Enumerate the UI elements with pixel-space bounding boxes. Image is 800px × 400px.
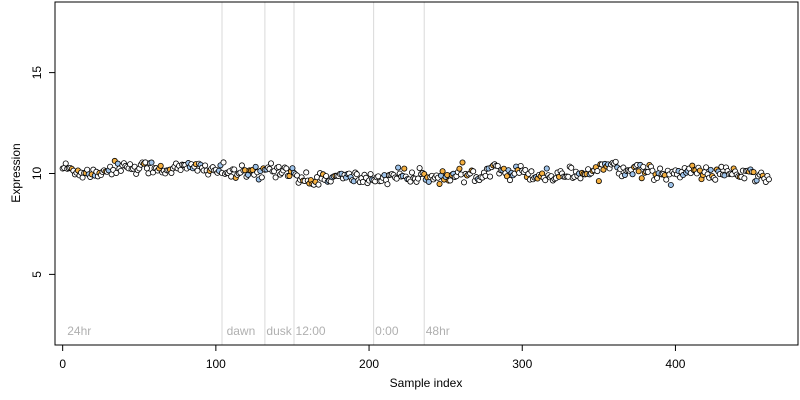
data-point [62, 160, 69, 167]
data-point [703, 164, 710, 171]
data-point [416, 165, 423, 172]
data-point [323, 173, 330, 180]
data-point [303, 169, 310, 176]
data-point [395, 164, 402, 171]
data-point [408, 169, 415, 176]
data-point [415, 175, 422, 182]
data-point [654, 175, 661, 182]
data-point [667, 181, 674, 188]
data-point [635, 168, 642, 175]
data-point [252, 163, 259, 170]
data-point [461, 179, 468, 186]
x-axis-title: Sample index [390, 376, 463, 390]
data-point [506, 177, 513, 184]
data-point [275, 163, 282, 170]
data-point [741, 175, 748, 182]
data-points [59, 157, 772, 188]
data-point [258, 174, 265, 181]
annotation-label: 24hr [67, 324, 91, 338]
data-point [595, 178, 602, 185]
data-point [568, 164, 575, 171]
data-point [143, 165, 150, 172]
data-point [649, 167, 656, 174]
data-point [577, 175, 584, 182]
y-axis-title: Expression [9, 143, 23, 202]
annotation-label: dawn [227, 324, 256, 338]
data-point [315, 181, 322, 188]
data-point [612, 158, 619, 165]
data-point [447, 177, 454, 184]
data-point [494, 162, 501, 169]
annotation-label: dusk [266, 324, 292, 338]
data-point [487, 173, 494, 180]
data-point [283, 165, 290, 172]
annotation-label: 48hr [426, 324, 450, 338]
data-point [220, 159, 227, 166]
annotations: 24hr dawn dusk 12:00 0:00 48hr [67, 324, 450, 338]
x-tick-label: 400 [665, 357, 685, 371]
data-point [456, 165, 463, 172]
x-axis: 0 100 200 300 400 [59, 345, 686, 371]
data-point [543, 165, 550, 172]
data-point [657, 165, 664, 172]
data-point [148, 159, 155, 166]
annotation-label: 12:00 [296, 324, 326, 338]
x-tick-label: 100 [206, 357, 226, 371]
data-point [238, 162, 245, 169]
data-point [231, 166, 238, 173]
annotation-label: 0:00 [375, 324, 399, 338]
data-point [401, 165, 408, 172]
data-point [542, 177, 549, 184]
data-point [470, 168, 477, 175]
data-point [640, 163, 647, 170]
data-point [194, 167, 201, 174]
data-point [117, 167, 124, 174]
data-point [629, 171, 636, 178]
data-point [177, 167, 184, 174]
data-point [765, 176, 772, 183]
data-point [272, 174, 279, 181]
data-point [663, 176, 670, 183]
data-point [367, 171, 374, 178]
data-point [157, 162, 164, 169]
x-tick-label: 300 [512, 357, 532, 371]
data-point [503, 173, 510, 180]
data-point [712, 176, 719, 183]
data-point [638, 175, 645, 182]
y-axis: 5 10 15 [30, 66, 55, 278]
data-point [436, 180, 443, 187]
data-point [268, 160, 275, 167]
y-tick-label: 10 [30, 167, 44, 181]
data-point [528, 168, 535, 175]
x-tick-label: 200 [359, 357, 379, 371]
data-point [459, 159, 466, 166]
data-point [707, 166, 714, 173]
y-tick-label: 15 [30, 66, 44, 80]
data-point [750, 169, 757, 176]
data-point [439, 168, 446, 175]
data-point [353, 171, 360, 178]
y-tick-label: 5 [30, 271, 44, 278]
data-point [202, 162, 209, 169]
data-point [384, 181, 391, 188]
x-tick-label: 0 [59, 357, 66, 371]
data-point [594, 168, 601, 175]
